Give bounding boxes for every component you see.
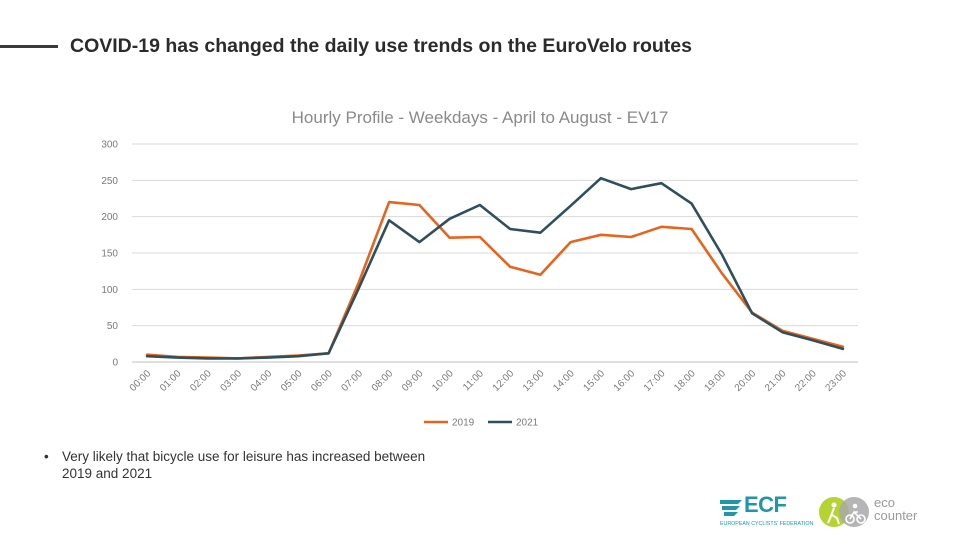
x-tick-label: 02:00	[188, 368, 214, 394]
ecf-logo-text: ECF	[744, 492, 787, 517]
chart-legend: 2019 2021	[424, 418, 539, 429]
ecf-logo-subtitle: EUROPEAN CYCLISTS' FEDERATION	[720, 521, 814, 527]
x-tick-label: 12:00	[491, 368, 517, 394]
x-tick-label: 05:00	[279, 368, 305, 394]
x-tick-label: 15:00	[582, 368, 608, 394]
y-tick-label: 50	[107, 321, 119, 332]
series-line-2019	[145, 200, 845, 360]
x-tick-label: 14:00	[551, 368, 577, 394]
x-tick-label: 22:00	[793, 368, 819, 394]
eco-text-line2: counter	[874, 508, 918, 523]
y-tick-label: 200	[101, 212, 118, 223]
y-tick-label: 0	[112, 358, 118, 369]
x-tick-label: 01:00	[158, 368, 184, 394]
x-tick-label: 17:00	[642, 368, 668, 394]
x-tick-label: 18:00	[672, 368, 698, 394]
x-tick-label: 16:00	[612, 368, 638, 394]
x-tick-label: 21:00	[763, 368, 789, 394]
x-tick-label: 19:00	[703, 368, 729, 394]
ecf-wing-icon	[720, 500, 742, 516]
x-tick-label: 13:00	[521, 368, 547, 394]
x-tick-label: 10:00	[430, 368, 456, 394]
chart-title: Hourly Profile - Weekdays - April to Aug…	[292, 108, 669, 127]
slide-title: COVID-19 has changed the daily use trend…	[70, 35, 692, 57]
x-tick-label: 11:00	[461, 368, 486, 393]
x-tick-label: 23:00	[824, 368, 850, 394]
bullet-point: • Very likely that bicycle use for leisu…	[44, 448, 434, 482]
eco-counter-text: eco counter	[874, 496, 917, 522]
bullet-text: Very likely that bicycle use for leisure…	[62, 449, 426, 481]
ecf-logo: ECF EUROPEAN CYCLISTS' FEDERATION	[718, 492, 814, 534]
x-tick-label: 07:00	[340, 368, 366, 394]
x-tick-label: 06:00	[309, 368, 335, 394]
eco-counter-logo: eco counter	[818, 494, 948, 534]
y-tick-label: 250	[101, 176, 118, 187]
x-tick-label: 04:00	[249, 368, 275, 394]
chart-series	[145, 176, 845, 360]
x-tick-label: 03:00	[219, 368, 245, 394]
y-tick-label: 150	[101, 249, 118, 260]
y-axis-ticks: 0 50 100 150 200 250 300	[101, 140, 118, 369]
legend-label-2021: 2021	[516, 418, 539, 429]
x-tick-label: 00:00	[128, 368, 154, 394]
eco-counter-icon	[819, 497, 869, 527]
y-tick-label: 100	[101, 285, 118, 296]
x-axis-ticks: 00:00 01:00 02:00 03:00 04:00 05:00 06:00 07:00…	[128, 368, 850, 394]
eco-text-line1: eco	[874, 495, 895, 510]
y-tick-label: 300	[101, 140, 118, 151]
line-chart: Hourly Profile - Weekdays - April to Aug…	[101, 108, 858, 429]
x-tick-label: 09:00	[400, 368, 426, 394]
title-accent-rule	[0, 45, 58, 48]
x-tick-label: 20:00	[733, 368, 759, 394]
x-tick-label: 08:00	[370, 368, 396, 394]
bullet-dot-icon: •	[44, 449, 49, 464]
legend-label-2019: 2019	[452, 418, 475, 429]
series-line-2021	[145, 176, 845, 360]
footer-logos: ECF EUROPEAN CYCLISTS' FEDERATION eco co…	[718, 492, 948, 534]
